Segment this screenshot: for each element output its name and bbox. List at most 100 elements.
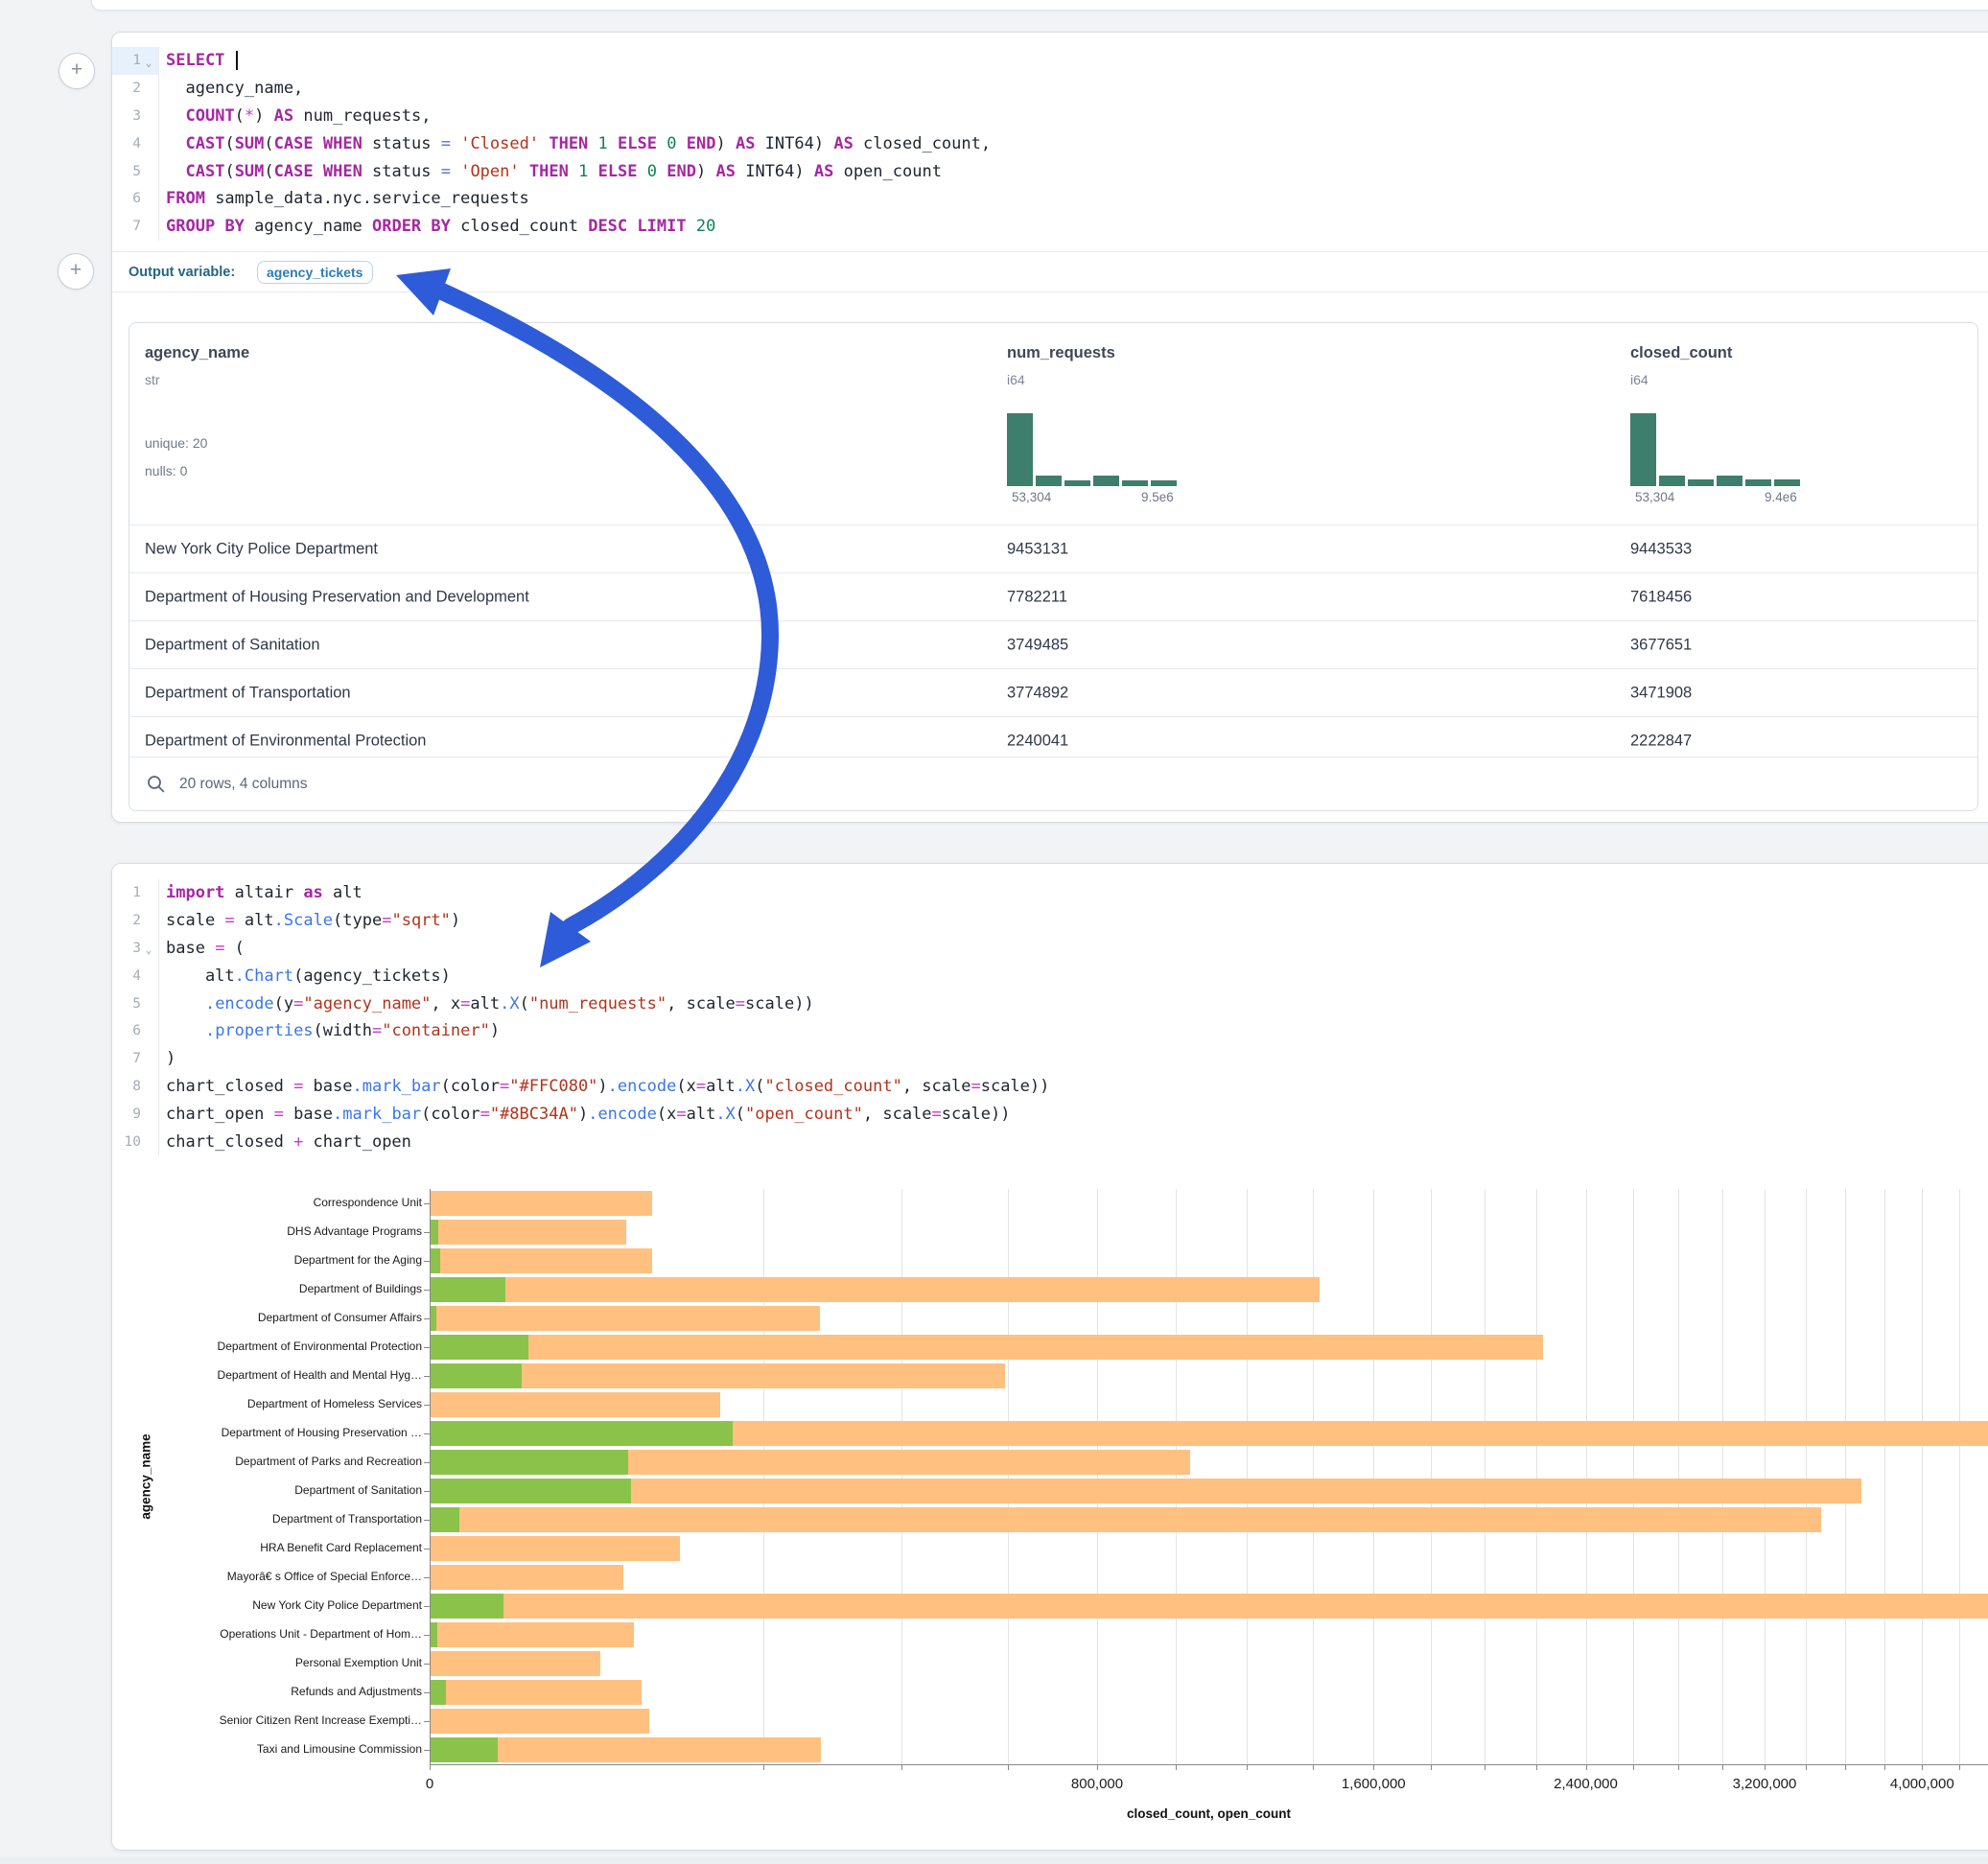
line-gutter: 6: [112, 1017, 158, 1045]
code-line-1[interactable]: 1 import altair as alt: [112, 879, 1988, 907]
column-name: num_requests: [1007, 344, 1115, 362]
table-row[interactable]: Department of Sanitation 3749485 3677651: [129, 620, 1977, 668]
code-text: CAST(SUM(CASE WHEN status = 'Closed' THE…: [158, 129, 1988, 157]
output-variable-label: Output variable:: [129, 265, 235, 280]
code-line-6[interactable]: 6 .properties(width="container"): [112, 1017, 1988, 1045]
line-gutter: 2: [112, 75, 158, 103]
code-text: import altair as alt: [158, 879, 1988, 907]
code-line-2[interactable]: 2 agency_name,: [112, 75, 1988, 103]
line-number: 5: [112, 164, 141, 179]
table-cell: 9453131: [1007, 540, 1068, 558]
code-line-6[interactable]: 6FROM sample_data.nyc.service_requests: [112, 185, 1988, 213]
table-row[interactable]: New York City Police Department945313194…: [129, 524, 1977, 572]
code-line-10[interactable]: 10 chart_closed + chart_open: [112, 1128, 1988, 1155]
table-row[interactable]: Department of Transportation 3774892 34719…: [129, 668, 1977, 716]
line-number: 1: [112, 53, 141, 68]
code-line-8[interactable]: 8chart_closed = base.mark_bar(color="#FF…: [112, 1073, 1988, 1101]
output-variable-input[interactable]: agency_tickets: [257, 261, 373, 284]
line-gutter: 7: [112, 213, 158, 241]
code-text: agency_name,: [158, 75, 1988, 103]
code-line-7[interactable]: 7): [112, 1045, 1988, 1073]
code-line-5[interactable]: 5 .encode(y="agency_name", x=alt.X("num_…: [112, 990, 1988, 1017]
line-number: 4: [112, 968, 141, 984]
code-text: SELECT: [158, 47, 1988, 75]
code-line-4[interactable]: 4 alt.Chart(agency_tickets): [112, 962, 1988, 990]
code-text: ): [158, 1045, 1988, 1073]
code-line-5[interactable]: 5 CAST(SUM(CASE WHEN status = 'Open' THE…: [112, 157, 1988, 185]
python-cell: 1 import altair as alt2scale = alt.Scale(…: [111, 863, 1988, 1851]
table-cell: 3677651: [1630, 636, 1692, 654]
histogram-bar: [1745, 479, 1771, 486]
add-cell-button-output[interactable]: +: [58, 253, 94, 290]
table-cell: Department of Environmental Protection: [145, 732, 426, 750]
code-line-3[interactable]: 3⌄base = (: [112, 935, 1988, 963]
sql-cell: 1⌄SELECT 2 agency_name,3 COUNT(*) AS num…: [111, 32, 1988, 823]
column-histogram: [1007, 413, 1180, 486]
histogram-bar: [1688, 479, 1714, 486]
line-gutter: 6: [112, 185, 158, 213]
line-gutter: 10: [112, 1128, 158, 1155]
code-text: CAST(SUM(CASE WHEN status = 'Open' THEN …: [158, 157, 1988, 185]
sql-code-editor[interactable]: 1⌄SELECT 2 agency_name,3 COUNT(*) AS num…: [112, 47, 1988, 241]
row-count-text: 20 rows, 4 columns: [179, 776, 308, 793]
table-cell: 7618456: [1630, 588, 1692, 606]
python-code-editor[interactable]: 1 import altair as alt2scale = alt.Scale(…: [112, 879, 1988, 1155]
table-cell: New York City Police Department: [145, 540, 378, 558]
line-gutter: 1: [112, 879, 158, 907]
histogram-bar: [1774, 479, 1800, 486]
code-line-7[interactable]: 7 GROUP BY agency_name ORDER BY closed_co…: [112, 213, 1988, 241]
line-number: 10: [112, 1134, 141, 1150]
code-line-9[interactable]: 9chart_open = base.mark_bar(color="#8BC3…: [112, 1100, 1988, 1128]
line-gutter: 3: [112, 103, 158, 130]
line-gutter: 7: [112, 1045, 158, 1073]
table-rows: New York City Police Department945313194…: [129, 524, 1977, 764]
code-text: COUNT(*) AS num_requests,: [158, 103, 1988, 130]
table-cell: 3749485: [1007, 636, 1068, 654]
table-cell: 2240041: [1007, 732, 1068, 750]
next-cell-fragment: [0, 1856, 1988, 1864]
text-cursor: [236, 51, 238, 70]
table-footer: 20 rows, 4 columns: [129, 757, 1977, 810]
line-number: 9: [112, 1107, 141, 1122]
code-text: .encode(y="agency_name", x=alt.X("num_re…: [158, 990, 1988, 1017]
search-icon[interactable]: [147, 775, 166, 794]
histogram-max-label: 9.5e6: [1141, 490, 1174, 504]
line-number: 8: [112, 1079, 141, 1094]
code-line-3[interactable]: 3 COUNT(*) AS num_requests,: [112, 103, 1988, 130]
code-line-1[interactable]: 1⌄SELECT: [112, 47, 1988, 75]
line-gutter: 1⌄: [112, 47, 158, 75]
table-cell: Department of Transportation: [145, 684, 351, 702]
code-text: chart_closed + chart_open: [158, 1128, 1988, 1155]
histogram-bar: [1717, 476, 1742, 486]
table-cell: 3471908: [1630, 684, 1692, 702]
line-number: 4: [112, 136, 141, 151]
fold-arrow-icon[interactable]: ⌄: [141, 944, 156, 956]
line-gutter: 5: [112, 157, 158, 185]
histogram-bar: [1093, 476, 1119, 486]
line-number: 7: [112, 219, 141, 234]
code-text: FROM sample_data.nyc.service_requests: [158, 185, 1988, 213]
code-text: .properties(width="container"): [158, 1017, 1988, 1045]
table-cell: 7782211: [1007, 588, 1067, 606]
table-cell: 3774892: [1007, 684, 1068, 702]
add-cell-button-top[interactable]: +: [58, 53, 95, 89]
line-gutter: 3⌄: [112, 935, 158, 963]
histogram-bar: [1151, 480, 1177, 486]
code-line-4[interactable]: 4 CAST(SUM(CASE WHEN status = 'Closed' T…: [112, 129, 1988, 157]
code-text: GROUP BY agency_name ORDER BY closed_cou…: [158, 213, 1988, 241]
line-number: 5: [112, 996, 141, 1012]
previous-cell-fragment: [91, 0, 1988, 11]
table-cell: Department of Sanitation: [145, 636, 320, 654]
column-type: str: [145, 372, 160, 387]
histogram-min-label: 53,304: [1635, 490, 1674, 504]
table-row[interactable]: Department of Housing Preservation and D…: [129, 572, 1977, 620]
line-number: 2: [112, 913, 141, 928]
column-name: closed_count: [1630, 344, 1732, 362]
histogram-bar: [1007, 413, 1033, 486]
fold-arrow-icon[interactable]: ⌄: [141, 57, 156, 69]
line-number: 3: [112, 941, 141, 956]
code-text: base = (: [158, 935, 1988, 963]
code-line-2[interactable]: 2scale = alt.Scale(type="sqrt"): [112, 907, 1988, 935]
dataframe-preview: agency_namestrunique: 20nulls: 0num_requ…: [129, 322, 1978, 811]
line-number: 1: [112, 885, 141, 900]
